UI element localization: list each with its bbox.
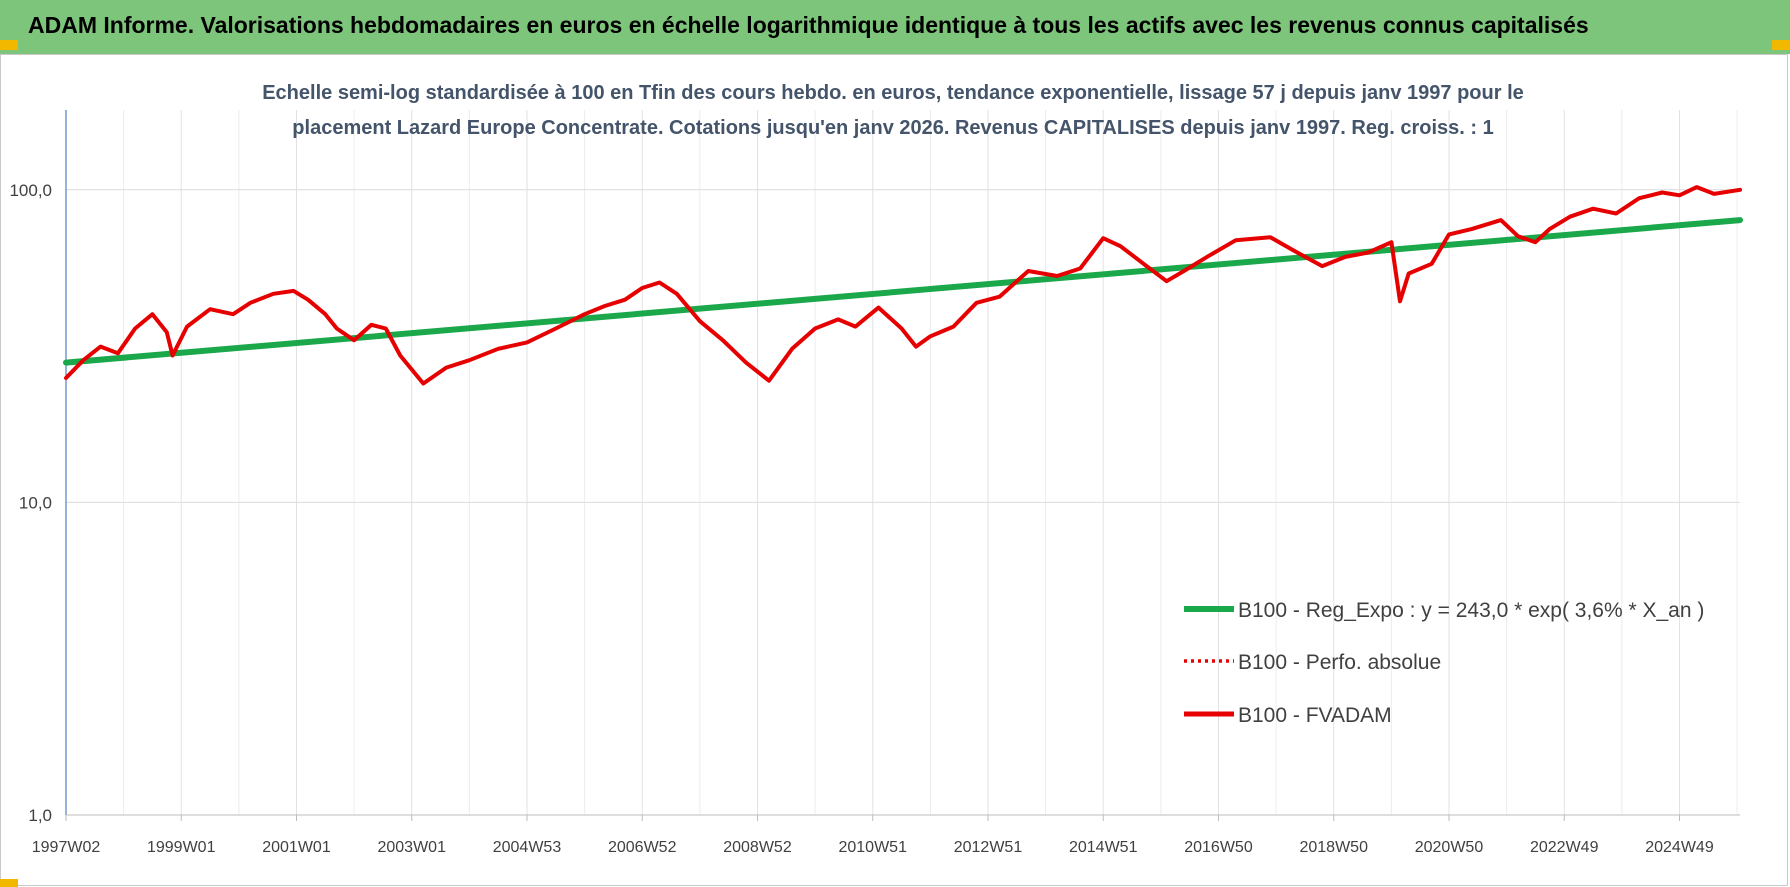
chart-title-line-2: placement Lazard Europe Concentrate. Cot… bbox=[292, 117, 1493, 139]
report-title: ADAM Informe. Valorisations hebdomadaire… bbox=[28, 12, 1589, 38]
x-tick-label-5: 2006W52 bbox=[608, 839, 677, 856]
legend: B100 - Reg_Expo : y = 243,0 * exp( 3,6% … bbox=[1184, 599, 1704, 727]
series-line-2 bbox=[64, 185, 1742, 386]
x-tick-label-1: 1999W01 bbox=[147, 839, 216, 856]
corner-mark-right bbox=[1772, 40, 1790, 50]
x-tick-labels: 1997W02 1999W01 2001W01 2003W01 2004W53 2006W… bbox=[32, 839, 1714, 856]
chart-grid bbox=[65, 110, 1740, 821]
y-tick-label-0: 1,0 bbox=[28, 806, 52, 825]
y-tick-label-2: 100,0 bbox=[9, 181, 52, 200]
x-tick-label-9: 2014W51 bbox=[1069, 839, 1138, 856]
corner-mark-bottom-left bbox=[0, 879, 18, 887]
corner-mark-left bbox=[0, 40, 18, 50]
x-tick-label-10: 2016W50 bbox=[1184, 839, 1253, 856]
chart-title-line-1: Echelle semi-log standardisée à 100 en T… bbox=[262, 82, 1524, 104]
legend-label-fvadam: B100 - FVADAM bbox=[1238, 704, 1392, 727]
x-tick-label-11: 2018W50 bbox=[1299, 839, 1368, 856]
report-banner: ADAM Informe. Valorisations hebdomadaire… bbox=[0, 0, 1790, 54]
x-tick-label-3: 2003W01 bbox=[377, 839, 446, 856]
legend-label-absolute: B100 - Perfo. absolue bbox=[1238, 651, 1441, 674]
series-line-0 bbox=[63, 217, 1743, 366]
x-tick-label-8: 2012W51 bbox=[954, 839, 1023, 856]
chart-frame bbox=[0, 54, 1788, 886]
x-tick-label-6: 2008W52 bbox=[723, 839, 792, 856]
y-tick-label-1: 10,0 bbox=[19, 493, 52, 512]
x-tick-label-4: 2004W53 bbox=[493, 839, 562, 856]
x-tick-label-2: 2001W01 bbox=[262, 839, 331, 856]
x-tick-label-0: 1997W02 bbox=[32, 839, 101, 856]
x-tick-label-13: 2022W49 bbox=[1530, 839, 1599, 856]
x-tick-label-7: 2010W51 bbox=[838, 839, 907, 856]
series-layer bbox=[63, 185, 1743, 386]
legend-label-trend: B100 - Reg_Expo : y = 243,0 * exp( 3,6% … bbox=[1238, 599, 1704, 622]
x-tick-label-14: 2024W49 bbox=[1645, 839, 1714, 856]
x-tick-label-12: 2020W50 bbox=[1415, 839, 1484, 856]
y-tick-labels: 1,0 10,0 100,0 bbox=[9, 181, 52, 825]
